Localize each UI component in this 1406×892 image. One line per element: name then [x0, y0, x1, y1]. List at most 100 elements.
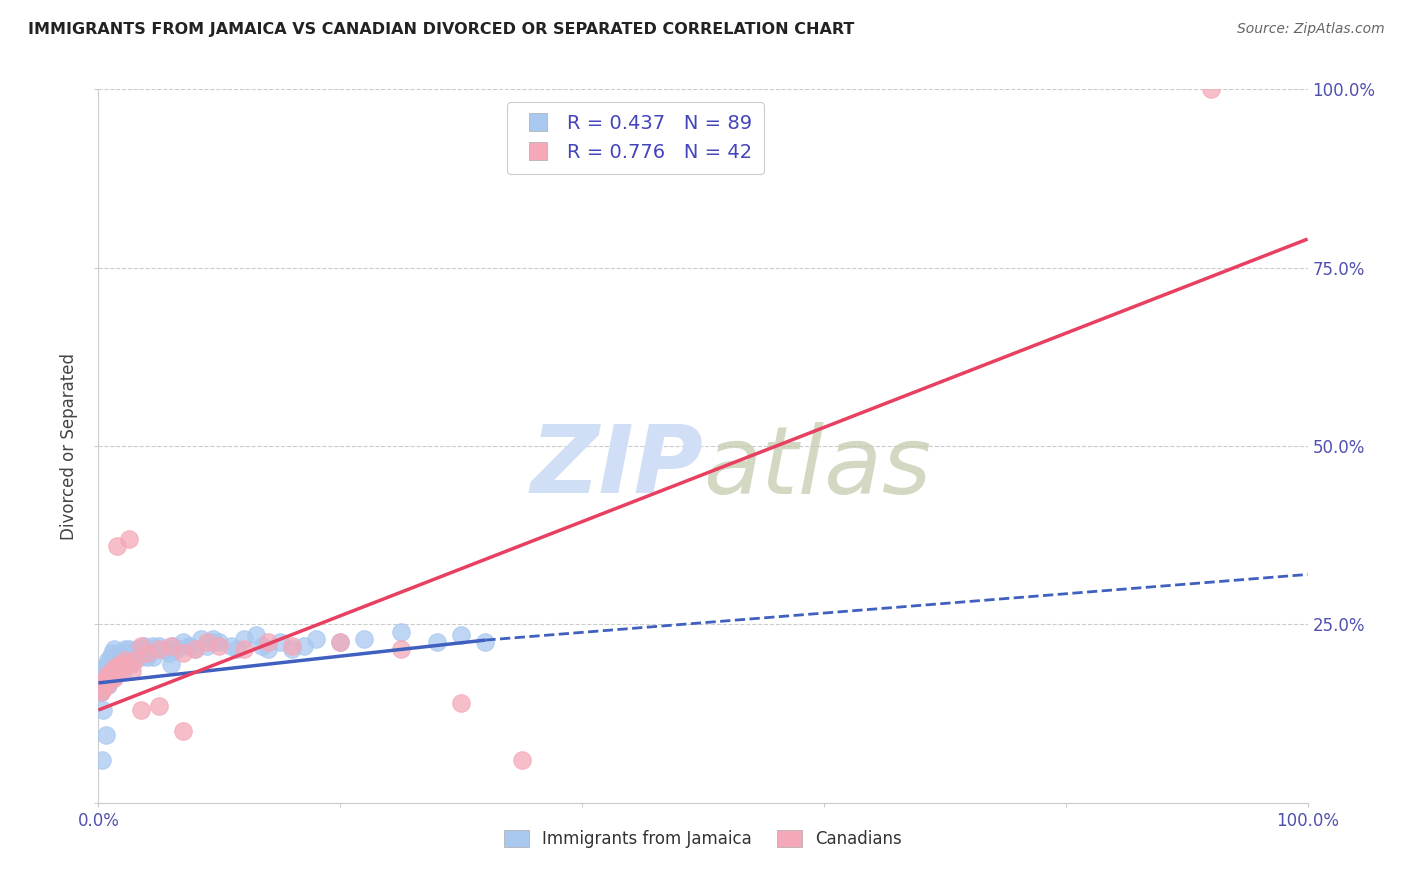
Point [426, 635, 449, 649]
Point [221, 639, 243, 653]
Point [100, 664, 122, 678]
Point [389, 624, 412, 639]
Point [190, 632, 212, 646]
Point [329, 635, 352, 649]
Point [329, 635, 352, 649]
Point [96, 667, 118, 681]
Point [111, 660, 134, 674]
Point [160, 639, 183, 653]
Point [202, 632, 225, 646]
Point [131, 646, 153, 660]
Point [97, 667, 120, 681]
Point [93, 674, 115, 689]
Point [103, 671, 125, 685]
Point [98, 674, 121, 689]
Point [121, 664, 143, 678]
Point [105, 649, 128, 664]
Point [172, 724, 194, 739]
Point [97, 664, 120, 678]
Point [117, 649, 139, 664]
Point [105, 667, 128, 681]
Point [292, 639, 315, 653]
Point [129, 642, 152, 657]
Point [114, 653, 136, 667]
Point [97, 653, 120, 667]
Point [450, 696, 472, 710]
Point [91, 753, 114, 767]
Point [100, 664, 122, 678]
Point [226, 642, 249, 657]
Point [166, 642, 188, 657]
Point [256, 642, 278, 657]
Point [245, 628, 267, 642]
Point [118, 657, 141, 671]
Point [208, 635, 231, 649]
Point [108, 657, 131, 671]
Point [91, 671, 114, 685]
Point [128, 649, 150, 664]
Point [118, 657, 141, 671]
Point [96, 678, 118, 692]
Point [100, 646, 122, 660]
Point [129, 639, 152, 653]
Point [160, 657, 183, 671]
Point [105, 664, 128, 678]
Point [142, 649, 165, 664]
Point [101, 671, 124, 685]
Point [91, 703, 114, 717]
Point [100, 671, 122, 685]
Point [93, 674, 115, 689]
Point [124, 653, 146, 667]
Point [118, 649, 141, 664]
Text: ZIP: ZIP [530, 421, 703, 514]
Point [101, 667, 124, 681]
Point [90, 685, 112, 699]
Point [145, 642, 167, 657]
Point [103, 653, 125, 667]
Point [114, 642, 136, 657]
Point [232, 632, 254, 646]
Point [148, 639, 170, 653]
Point [94, 728, 117, 742]
Point [90, 685, 112, 699]
Point [305, 632, 328, 646]
Point [179, 639, 201, 653]
Point [90, 685, 112, 699]
Point [208, 639, 231, 653]
Point [91, 681, 114, 696]
Point [112, 646, 135, 660]
Point [120, 646, 142, 660]
Point [100, 649, 122, 664]
Point [134, 639, 156, 653]
Point [184, 642, 207, 657]
Point [97, 678, 120, 692]
Point [94, 671, 117, 685]
Point [250, 639, 273, 653]
Text: atlas: atlas [703, 422, 931, 513]
Point [281, 642, 304, 657]
Point [172, 646, 194, 660]
Point [110, 649, 132, 664]
Point [142, 639, 165, 653]
Point [91, 678, 114, 692]
Point [389, 642, 412, 657]
Point [124, 646, 146, 660]
Point [135, 649, 157, 664]
Point [94, 671, 117, 685]
Point [179, 639, 201, 653]
Y-axis label: Divorced or Separated: Divorced or Separated [60, 352, 79, 540]
Point [111, 657, 134, 671]
Text: IMMIGRANTS FROM JAMAICA VS CANADIAN DIVORCED OR SEPARATED CORRELATION CHART: IMMIGRANTS FROM JAMAICA VS CANADIAN DIVO… [28, 22, 855, 37]
Point [96, 657, 118, 671]
Point [108, 657, 131, 671]
Point [195, 635, 218, 649]
Point [98, 674, 121, 689]
Point [353, 632, 375, 646]
Point [108, 653, 131, 667]
Point [148, 699, 170, 714]
Point [129, 703, 152, 717]
Point [510, 753, 533, 767]
Legend: Immigrants from Jamaica, Canadians: Immigrants from Jamaica, Canadians [498, 823, 908, 855]
Point [148, 642, 170, 657]
Point [104, 660, 127, 674]
